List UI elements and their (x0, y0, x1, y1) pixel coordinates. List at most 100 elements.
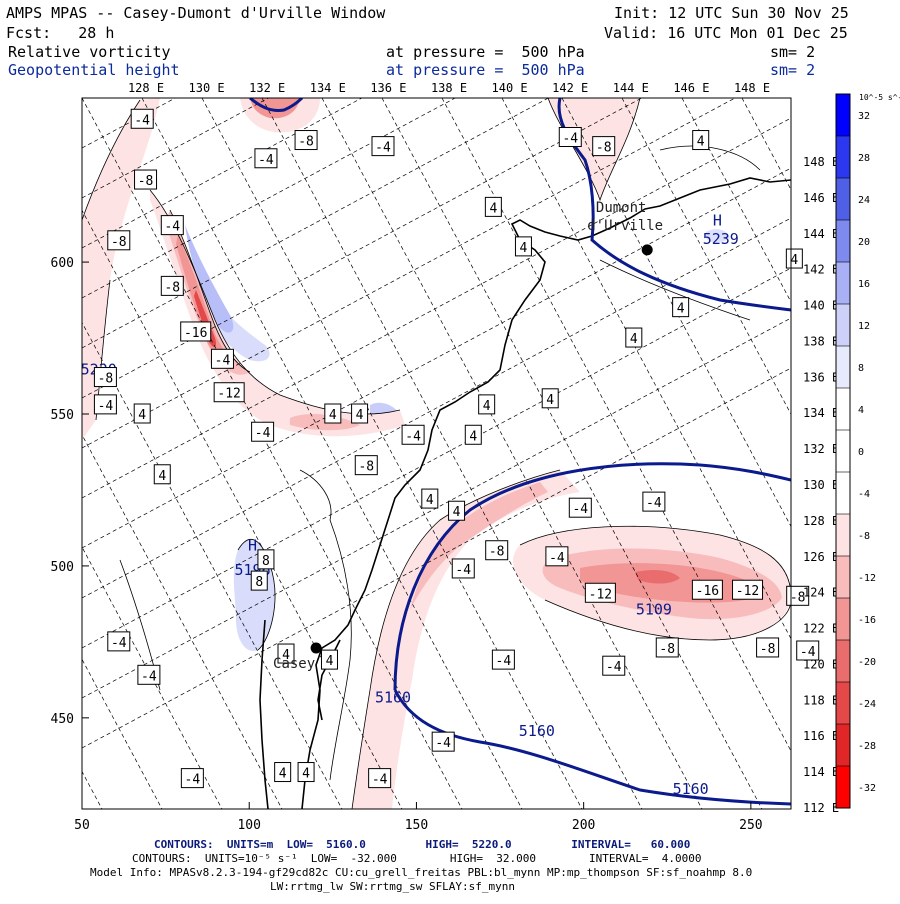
vorticity-contour-line (659, 145, 761, 171)
vorticity-label-text: -4 (435, 736, 451, 751)
height-label: 5160 (375, 689, 411, 707)
vorticity-label-text: 4 (279, 767, 287, 782)
vorticity-label-box (93, 367, 117, 388)
vorticity-label-box (134, 169, 158, 190)
vorticity-label-box (592, 136, 616, 157)
vorticity-label: -16 (180, 321, 212, 342)
colorbar-tick-label: 4 (858, 405, 864, 416)
height-contour-line (393, 689, 791, 806)
vorticity-label-text: -4 (141, 669, 157, 684)
right-longitude-label: 140 E (803, 299, 839, 313)
right-longitude-label: 124 E (803, 586, 839, 600)
footer-contours-height: CONTOURS: UNITS=m LOW= 5160.0 HIGH= 5220… (154, 838, 691, 851)
vorticity-label-box (210, 348, 234, 369)
right-longitude-labels: 148 E 146 E 144 E 142 E 140 E 138 E 136 E 134 E… (803, 155, 839, 815)
coastline-path (301, 177, 791, 809)
vorticity-label-text: 4 (546, 393, 554, 408)
vorticity-label: 4 (324, 403, 342, 424)
vorticity-label-box (691, 579, 723, 600)
x-tick-label: 200 (572, 818, 595, 833)
right-longitude-label: 122 E (803, 622, 839, 636)
vorticity-label: 4 (297, 762, 315, 783)
graticule-line (621, 98, 791, 415)
y-tick-label: 500 (51, 560, 74, 575)
colorbar-swatch (836, 94, 850, 137)
graticule-line (441, 98, 791, 752)
vorticity-label-text: -4 (98, 399, 114, 414)
station-marker (310, 642, 322, 654)
vorticity-label-box (297, 762, 315, 783)
graticule-line (82, 209, 403, 809)
forecast-hour: Fcst: 28 h (6, 24, 115, 42)
vorticity-label: -8 (655, 637, 679, 658)
field2-smoothing: sm= 2 (770, 61, 816, 79)
graticule (82, 98, 791, 809)
graticule-line (82, 98, 456, 299)
valid-time: Valid: 16 UTC Mon 01 Dec 25 (604, 24, 848, 42)
right-longitude-label: 132 E (803, 442, 839, 456)
vorticity-label: -4 (130, 108, 154, 129)
vorticity-label: 4 (448, 500, 466, 521)
vorticity-label: -4 (568, 497, 592, 518)
vorticity-label-text: -8 (760, 642, 776, 657)
vorticity-label-text: 4 (329, 408, 337, 423)
colorbar-swatch (836, 178, 850, 221)
vorticity-label-text: 4 (677, 302, 685, 317)
vorticity-label-box (107, 631, 131, 652)
vorticity-label-box (274, 762, 292, 783)
right-longitude-label: 114 E (803, 765, 839, 779)
vorticity-label-text: -8 (111, 235, 127, 250)
vorticity-label: -4 (796, 640, 820, 661)
vorticity-label: -4 (451, 558, 475, 579)
colorbar-tick-label: 32 (858, 111, 870, 122)
vorticity-label-box (153, 464, 171, 485)
field2-level: at pressure = 500 hPa (386, 61, 585, 79)
vorticity-labels: -4-8-4-8-8-16-4-8-44-124-44 4-8-444-4-8 -4… (93, 108, 820, 789)
vorticity-label-text: -4 (496, 654, 512, 669)
colorbar-swatch (836, 136, 850, 179)
vorticity-label: 8 (257, 549, 275, 570)
vorticity-label-box (692, 130, 710, 151)
vorticity-label: -4 (368, 768, 392, 789)
vorticity-label-text: 4 (158, 469, 166, 484)
vorticity-label: -4 (602, 655, 626, 676)
top-longitude-label: 132 E (249, 81, 285, 95)
vorticity-label-text: -4 (258, 153, 274, 168)
vorticity-label: -8 (786, 585, 810, 606)
vorticity-label-box (672, 297, 690, 318)
vorticity-label-text: -16 (184, 326, 207, 341)
colorbar-tick-label: -32 (858, 783, 876, 794)
vorticity-label-box (584, 582, 616, 603)
vorticity-label-text: -12 (217, 387, 240, 402)
vorticity-label: 4 (692, 130, 710, 151)
graticule-line (681, 98, 791, 303)
vorticity-label-text: -4 (255, 426, 271, 441)
colorbar-swatch (836, 682, 850, 725)
colorbar-swatch (836, 430, 850, 473)
vorticity-label-text: 4 (483, 399, 491, 414)
vorticity-label-text: -4 (549, 551, 565, 566)
vorticity-label-box (484, 196, 502, 217)
vorticity-label-box (401, 424, 425, 445)
vorticity-label-text: -4 (111, 636, 127, 651)
vorticity-label-box (451, 558, 475, 579)
colorbar-tick-label: 16 (858, 279, 870, 290)
vorticity-label: 4 (785, 248, 803, 269)
vorticity-contour-line (544, 599, 791, 641)
vorticity-positive-shade (706, 229, 730, 243)
pressure-markers: HH (248, 212, 722, 555)
vorticity-label-text: 8 (262, 554, 270, 569)
y-tick-label: 450 (51, 712, 74, 727)
colorbar-tick-label: -12 (858, 573, 876, 584)
vorticity-label-text: -12 (736, 584, 759, 599)
vorticity-positive-shade (195, 270, 270, 362)
vorticity-label-box (545, 546, 569, 567)
right-longitude-label: 134 E (803, 406, 839, 420)
vorticity-label-text: 4 (138, 408, 146, 423)
colorbar-tick-label: -4 (858, 489, 870, 500)
colorbar-tick-label: -28 (858, 741, 876, 752)
vorticity-label: -4 (137, 664, 161, 685)
vorticity-positive-shade (185, 225, 234, 333)
vorticity-label-text: 4 (630, 332, 638, 347)
